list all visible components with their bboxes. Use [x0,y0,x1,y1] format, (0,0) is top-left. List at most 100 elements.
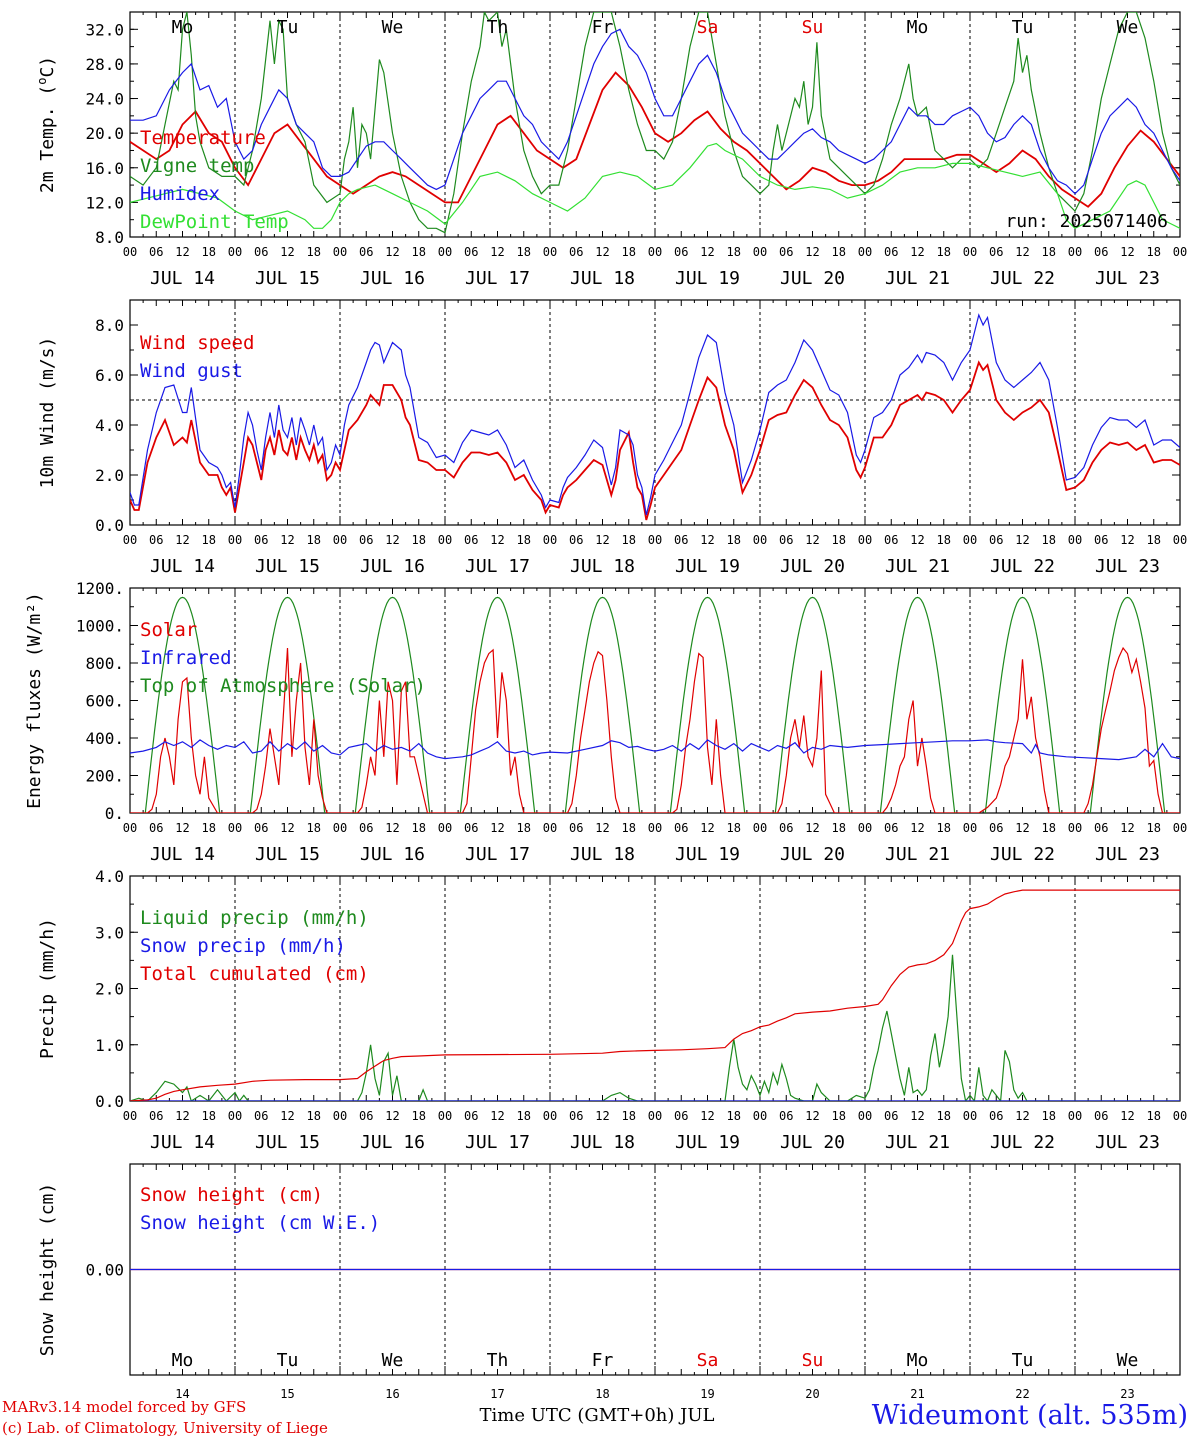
hour-tick-label: 18 [622,821,636,835]
series-wind-gust [130,313,1180,516]
series-dewpoint-temp [130,142,1180,230]
legend-entry: Wind gust [140,360,243,382]
day-number: 17 [490,1387,504,1401]
y-tick-label: 200. [85,767,124,786]
hour-tick-label: 06 [1094,821,1108,835]
hour-tick-label: 00 [753,533,767,547]
legend-entry: Temperature [140,127,266,149]
series-infrared [130,739,1180,761]
day-number: 23 [1120,1387,1134,1401]
hour-tick-label: 00 [438,1109,452,1123]
hour-tick-label: 12 [700,533,714,547]
hour-tick-label: 18 [1147,821,1161,835]
panel-wind: 0.0 2.0 4.0 6.0 8.0 10m Wind (m/s) Wind speed W… [37,299,1187,577]
y-tick-label: 3.0 [95,923,124,942]
hour-tick-label: 06 [569,1109,583,1123]
hour-tick-label: 00 [228,821,242,835]
hour-tick-label: 12 [910,1109,924,1123]
hour-tick-label: 12 [700,821,714,835]
hour-tick-label: 06 [779,533,793,547]
model-credit: MARv3.14 model forced by GFS [2,1398,247,1416]
hour-tick-label: 06 [149,533,163,547]
hour-tick-label: 06 [884,821,898,835]
hour-tick-label: 00 [858,821,872,835]
hour-tick-label: 00 [858,1109,872,1123]
hour-tick-label: 06 [674,245,688,259]
hour-tick-label: 12 [805,1109,819,1123]
day-name-top: Fr [592,17,614,38]
hour-tick-label: 12 [595,821,609,835]
y-tick-label: 800. [85,654,124,673]
series-temperature [130,71,1180,208]
hour-tick-label: 00 [648,1109,662,1123]
hour-tick-label: 00 [1173,821,1187,835]
y-tick-label: 0. [105,804,124,823]
hour-tick-label: 06 [464,533,478,547]
legend-entry: Humidex [140,183,220,205]
date-label: JUL 21 [885,844,950,865]
y-tick-label: 2.0 [95,466,124,485]
hour-tick-label: 12 [175,821,189,835]
hour-tick-label: 18 [202,245,216,259]
date-label: JUL 15 [255,1132,320,1153]
date-label: JUL 22 [990,556,1055,577]
y-axis-title: Energy fluxes (W/m²) [24,592,45,809]
hour-tick-label: 06 [464,245,478,259]
day-name-bottom: Tu [1012,1350,1034,1371]
legend-entry: Top of Atmosphere (Solar) [140,675,426,697]
y-axis-title: Precip (mm/h) [37,918,58,1059]
date-label: JUL 19 [675,556,740,577]
hour-tick-label: 18 [1042,821,1056,835]
hour-tick-label: 00 [963,245,977,259]
date-label: JUL 19 [675,1132,740,1153]
hour-tick-label: 06 [1094,533,1108,547]
hour-tick-label: 00 [648,821,662,835]
day-name-top: Sa [697,17,719,38]
hour-tick-label: 00 [1068,1109,1082,1123]
hour-tick-label: 12 [805,245,819,259]
day-name-bottom: Sa [697,1350,719,1371]
hour-tick-label: 06 [989,821,1003,835]
date-label: JUL 14 [150,1132,215,1153]
day-number: 22 [1015,1387,1029,1401]
hour-tick-label: 00 [123,245,137,259]
hour-tick-label: 12 [175,1109,189,1123]
date-label: JUL 14 [150,268,215,289]
hour-tick-label: 00 [123,821,137,835]
hour-tick-label: 06 [1094,1109,1108,1123]
hour-tick-label: 12 [595,245,609,259]
day-name-bottom: Mo [907,1350,929,1371]
legend-entry: Snow precip (mm/h) [140,935,346,957]
hour-tick-label: 12 [280,1109,294,1123]
date-label: JUL 17 [465,844,530,865]
hour-tick-label: 18 [307,533,321,547]
day-name-top: Mo [907,17,929,38]
hour-tick-label: 00 [753,1109,767,1123]
day-name-top: Th [487,17,509,38]
hour-tick-label: 18 [1147,533,1161,547]
hour-tick-label: 06 [254,245,268,259]
hour-tick-label: 00 [753,821,767,835]
y-tick-label: 0.00 [85,1261,124,1280]
date-label: JUL 15 [255,556,320,577]
date-label: JUL 18 [570,844,635,865]
hour-tick-label: 00 [858,245,872,259]
day-name-top: We [1117,17,1139,38]
y-axis-title: 2m Temp. (oC) [35,56,58,193]
hour-tick-label: 00 [543,245,557,259]
hour-tick-label: 06 [569,245,583,259]
y-tick-label: 0.0 [95,1092,124,1111]
y-tick-label: 4.0 [95,416,124,435]
hour-tick-label: 12 [910,245,924,259]
hour-tick-label: 18 [937,1109,951,1123]
hour-tick-label: 12 [910,533,924,547]
hour-tick-label: 06 [674,533,688,547]
hour-tick-label: 06 [254,821,268,835]
legend-entry: Snow height (cm) [140,1184,323,1206]
hour-tick-label: 18 [727,533,741,547]
hour-tick-label: 12 [280,245,294,259]
hour-tick-label: 00 [1068,245,1082,259]
hour-tick-label: 06 [989,245,1003,259]
hour-tick-label: 18 [517,533,531,547]
